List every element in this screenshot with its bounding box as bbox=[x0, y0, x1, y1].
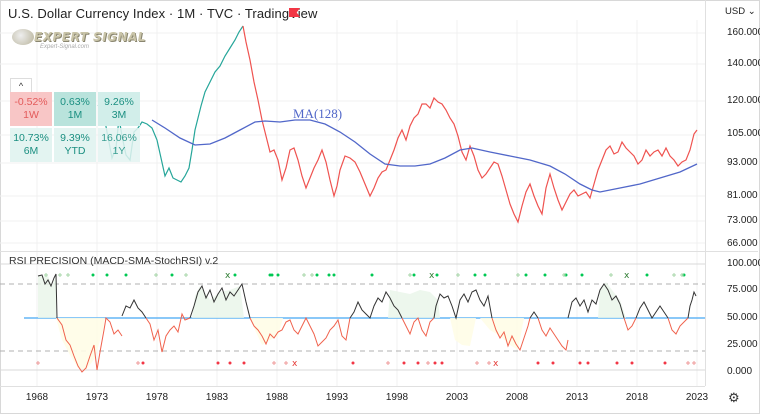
settings-gear-icon[interactable]: ⚙ bbox=[728, 390, 740, 405]
time-label: 2008 bbox=[505, 392, 529, 403]
buy-signal-dots bbox=[91, 273, 686, 277]
price-label: 66.000 bbox=[727, 238, 758, 249]
indicator-title[interactable]: RSI PRECISION (MACD-SMA-StochRSI) v.2 bbox=[9, 255, 219, 267]
price-axis[interactable] bbox=[705, 0, 760, 386]
cross-markers bbox=[36, 273, 696, 365]
time-label: 1993 bbox=[325, 392, 349, 403]
time-label: 1973 bbox=[85, 392, 109, 403]
price-label: 73.000 bbox=[727, 215, 758, 226]
ma-label: MA(128) bbox=[293, 106, 343, 121]
price-label: 140.000 bbox=[727, 58, 760, 69]
price-label: 120.000 bbox=[727, 95, 760, 106]
price-label: 105.000 bbox=[727, 128, 760, 139]
vertical-grid bbox=[36, 20, 698, 386]
time-label: 2003 bbox=[445, 392, 469, 403]
time-label: 2018 bbox=[625, 392, 649, 403]
time-label: 1968 bbox=[25, 392, 49, 403]
time-label: 1983 bbox=[205, 392, 229, 403]
logo-icon bbox=[12, 29, 34, 45]
rsi-axis-label: 50.000 bbox=[727, 312, 758, 323]
svg-text:x: x bbox=[429, 271, 435, 281]
time-label: 1978 bbox=[145, 392, 169, 403]
perf-cell-6m: 10.73% 6M bbox=[10, 128, 52, 162]
rsi-axis-label: 25.000 bbox=[727, 339, 758, 350]
time-label: 2013 bbox=[565, 392, 589, 403]
time-label: 2023 bbox=[685, 392, 709, 403]
rsi-pane: x x x x x bbox=[0, 263, 705, 373]
perf-cell-ytd: 9.39% YTD bbox=[54, 128, 96, 162]
perf-cell-1y: 16.06% 1Y bbox=[98, 128, 140, 162]
svg-text:x: x bbox=[493, 359, 499, 369]
currency-dropdown[interactable]: USD ⌄ bbox=[725, 6, 756, 17]
rsi-axis-label: 0.000 bbox=[727, 366, 753, 377]
watermark-sub: Expert-Signal.com bbox=[40, 44, 90, 50]
price-label: 160.000 bbox=[727, 27, 760, 38]
svg-text:x: x bbox=[292, 359, 298, 369]
price-label: 93.000 bbox=[727, 157, 758, 168]
cross-signal-x: x bbox=[225, 271, 231, 281]
watermark-name: EXPERT SIGNAL bbox=[34, 30, 146, 44]
time-axis[interactable] bbox=[0, 386, 705, 387]
sell-signal-dots bbox=[141, 361, 667, 365]
flag-icon[interactable] bbox=[289, 8, 300, 17]
rsi-axis-label: 100.000 bbox=[727, 258, 760, 269]
perf-cell-1m: 0.63% 1M bbox=[54, 92, 96, 126]
perf-cell-3m: 9.26% 3M bbox=[98, 92, 140, 126]
time-label: 1988 bbox=[265, 392, 289, 403]
price-label: 81.000 bbox=[727, 190, 758, 201]
perf-cell-1w: -0.52% 1W bbox=[10, 92, 52, 126]
ma-128-line bbox=[151, 119, 698, 193]
pane-separator[interactable] bbox=[0, 251, 758, 252]
chevron-down-icon: ⌄ bbox=[747, 6, 756, 17]
time-label: 1998 bbox=[385, 392, 409, 403]
chart-title: U.S. Dollar Currency Index · 1M · TVC · … bbox=[8, 6, 318, 21]
rsi-axis-label: 75.000 bbox=[727, 284, 758, 295]
svg-text:x: x bbox=[624, 271, 630, 281]
